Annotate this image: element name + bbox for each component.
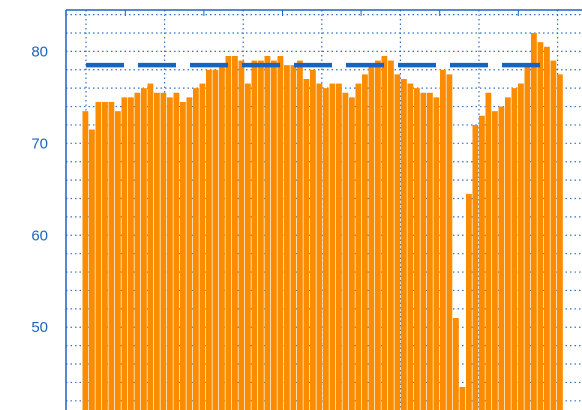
bar <box>310 69 316 410</box>
bar <box>349 97 355 410</box>
bar <box>134 92 141 410</box>
bars <box>82 32 563 410</box>
bar <box>537 42 544 410</box>
bar <box>180 101 186 410</box>
bar <box>505 97 511 410</box>
bar <box>407 83 414 410</box>
y-tick-label: 80 <box>31 43 48 60</box>
bar <box>290 65 297 410</box>
bar <box>173 92 180 410</box>
bar <box>466 193 472 410</box>
bar <box>212 69 219 410</box>
bar <box>193 88 199 410</box>
bar <box>277 55 284 410</box>
bar <box>219 65 225 410</box>
bar <box>82 111 89 410</box>
bar <box>108 101 115 410</box>
bar <box>518 83 524 410</box>
bar <box>323 88 329 410</box>
bar <box>206 69 212 410</box>
bar <box>225 55 232 410</box>
bar <box>479 115 485 410</box>
bar <box>433 97 440 410</box>
bar <box>102 101 108 410</box>
bar <box>511 88 518 410</box>
bar <box>336 83 342 410</box>
bar <box>121 97 128 410</box>
bar <box>160 92 167 410</box>
bar <box>375 60 381 410</box>
bar <box>498 106 505 410</box>
y-tick-label: 60 <box>31 227 48 244</box>
bar <box>284 65 290 410</box>
bar <box>394 74 401 410</box>
bar <box>472 124 479 410</box>
bar <box>232 55 238 410</box>
bar <box>362 74 368 410</box>
bar <box>271 60 277 410</box>
bar <box>167 97 173 410</box>
bar <box>414 88 420 410</box>
bar <box>420 92 427 410</box>
bar <box>381 55 388 410</box>
y-tick-label: 70 <box>31 135 48 152</box>
bar <box>440 69 446 410</box>
bar <box>524 65 531 410</box>
bar <box>485 92 492 410</box>
axes <box>65 9 582 410</box>
bar <box>89 129 95 410</box>
bar <box>297 60 303 410</box>
bar <box>128 97 134 410</box>
y-tick-labels: 50 60 70 80 <box>31 43 48 336</box>
y-tick-label: 50 <box>31 319 48 336</box>
bar <box>251 60 258 410</box>
bar <box>147 83 154 410</box>
bar <box>154 92 160 410</box>
bar <box>459 387 466 410</box>
bar <box>544 46 550 410</box>
bar <box>186 97 193 410</box>
bar <box>557 74 563 410</box>
bar <box>238 60 245 410</box>
bar <box>115 111 121 410</box>
bar <box>401 78 407 410</box>
bar <box>245 83 251 410</box>
bar <box>95 101 102 410</box>
bar <box>342 92 349 410</box>
bar <box>427 92 433 410</box>
bar <box>329 83 336 410</box>
bar <box>453 318 459 410</box>
bar <box>199 83 206 410</box>
bar <box>531 32 537 410</box>
bar <box>303 78 310 410</box>
bar <box>550 60 557 410</box>
bar <box>141 88 147 410</box>
bar <box>316 83 323 410</box>
bar <box>446 74 453 410</box>
bar <box>258 60 264 410</box>
bar <box>264 55 271 410</box>
bar <box>492 111 498 410</box>
bar <box>355 83 362 410</box>
bar <box>368 65 375 410</box>
bar <box>388 60 394 410</box>
